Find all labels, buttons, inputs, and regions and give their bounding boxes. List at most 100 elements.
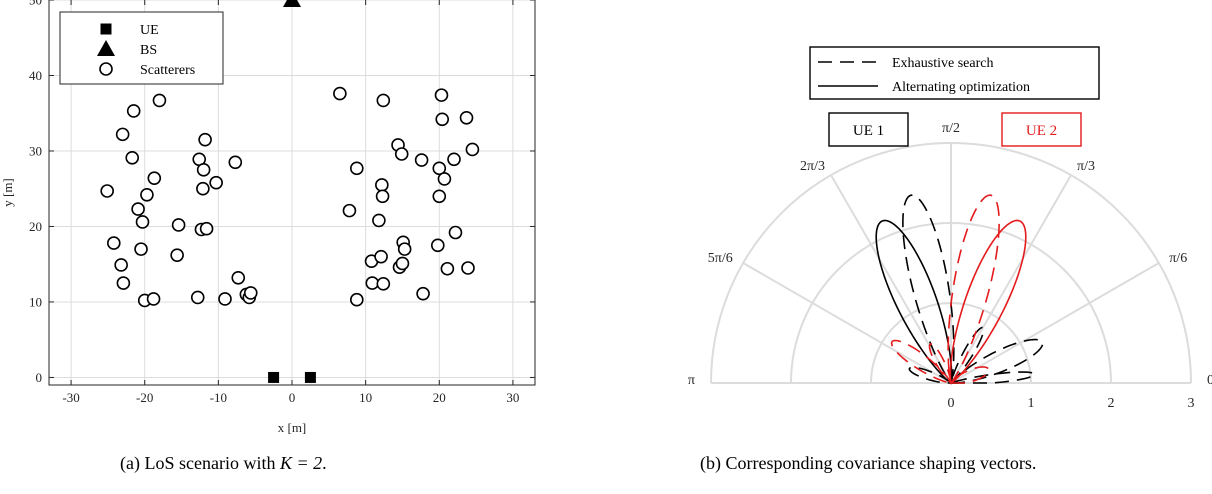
scatterer-point [375,178,389,192]
scatterer-point [342,203,357,218]
x-tick-label: -20 [136,390,153,405]
scatterer-point [147,171,162,185]
scatterer-point [365,276,380,290]
scatterer-point [116,276,131,290]
bs-point [283,0,301,7]
scatterer-point [199,221,214,236]
ue-annotation-box [1001,112,1082,147]
caption-a-suffix: . [322,453,327,473]
y-tick-label: 20 [29,219,42,234]
x-axis-label: x [m] [278,420,307,435]
y-tick-label: 50 [29,0,42,8]
y-tick-label: 0 [36,370,43,385]
scatter-tick-labels: -30 -20 -10 0 10 20 30 0 10 20 30 40 50 [29,0,535,405]
polar-spoke [950,262,1160,384]
angle-tick-label: π/3 [1077,159,1095,174]
legend-label: Scatterers [140,63,195,78]
ue2-lobe [890,339,953,384]
scatterer-point [125,150,140,165]
polar-legend-box [809,46,1100,100]
scatterer-point [372,213,386,228]
scatterer-point [349,292,364,307]
scatterer-point [437,172,452,186]
radial-tick-label: 0 [948,396,955,411]
scatterer-point [198,132,212,147]
angle-tick-label: 2π/3 [800,159,825,174]
ue1-lobe [902,194,955,385]
polar-legend-label: Alternating optimization [892,80,1030,95]
scatterer-point [243,286,258,300]
x-tick-label: 30 [506,390,519,405]
scatterer-point [107,236,121,250]
radial-tick-label: 3 [1188,396,1195,411]
scatterer-point [190,290,205,305]
scatterer-point [100,184,114,198]
angle-tick-label: π/2 [942,121,960,136]
polar-legend: Exhaustive search Alternating optimizatio… [809,46,1100,100]
polar-tick-labels: 0 1 2 30π/6π/3π/22π/35π/6π [688,121,1212,411]
scatterer-point [414,153,429,167]
x-tick-label: 0 [289,390,296,405]
scatterer-point [349,161,364,176]
scatterer-point [435,112,450,127]
scatterer-point [375,189,390,204]
scatterer-point [134,242,148,256]
x-tick-label: -30 [62,390,79,405]
scatterer-point [146,292,161,306]
scatterer-point [432,161,447,176]
ue1-lobe [875,219,953,385]
x-tick-label: 20 [433,390,446,405]
y-axis-label: y [m] [0,178,15,207]
polar-spoke [950,174,1072,384]
scatter-points [100,0,480,383]
scatterer-point [170,248,184,262]
angle-tick-label: 5π/6 [708,251,733,266]
angle-tick-label: 0 [1207,373,1212,388]
caption-a-prefix: (a) LoS scenario with [120,453,280,473]
legend-marker [99,62,113,76]
scatterer-point [131,202,145,216]
scatterer-point [432,189,447,204]
scatterer-point [465,142,480,157]
scatterer-point [114,258,128,272]
radial-tick-label: 2 [1108,396,1115,411]
scatterer-point [196,163,211,177]
polar-chart-covariance-shaping: 0 1 2 30π/6π/3π/22π/35π/6π Exhaustive searc… [688,46,1212,411]
polar-lobes [875,194,1044,385]
ue-annotation-label: UE 2 [1026,123,1057,139]
caption-b: (b) Corresponding covariance shaping vec… [700,453,1037,473]
scatterer-point [126,104,141,118]
scatterer-point [397,242,412,256]
polar-legend-label: Exhaustive search [892,56,993,71]
scatterer-point [135,215,150,229]
caption-a-math: K = 2 [279,453,323,473]
scatterer-point [376,93,391,108]
scatterer-point [374,249,388,264]
angle-tick-label: π [688,373,695,388]
legend-marker [97,40,115,56]
legend-marker [100,23,112,35]
ue-annotation-box [828,112,909,147]
scatterer-point [430,238,445,253]
ue-annotation-label: UE 1 [853,123,884,139]
ue-point [304,371,316,383]
x-tick-label: -10 [210,390,227,405]
radial-tick-label: 1 [1028,396,1035,411]
scatterer-point [196,181,210,196]
angle-tick-label: π/6 [1169,251,1187,266]
y-tick-label: 40 [29,68,42,83]
ue-point [268,371,280,383]
legend-label: BS [140,43,157,58]
y-tick-label: 30 [29,143,42,158]
scatterer-point [231,271,246,285]
scatterer-point [115,127,130,142]
polar-spoke [742,262,952,384]
y-tick-label: 10 [29,294,42,309]
scatterer-point [140,187,154,202]
scatterer-point [209,175,223,190]
ue2-lobe [949,366,990,384]
polar-grid [710,142,1192,384]
scatterer-point [394,147,409,161]
